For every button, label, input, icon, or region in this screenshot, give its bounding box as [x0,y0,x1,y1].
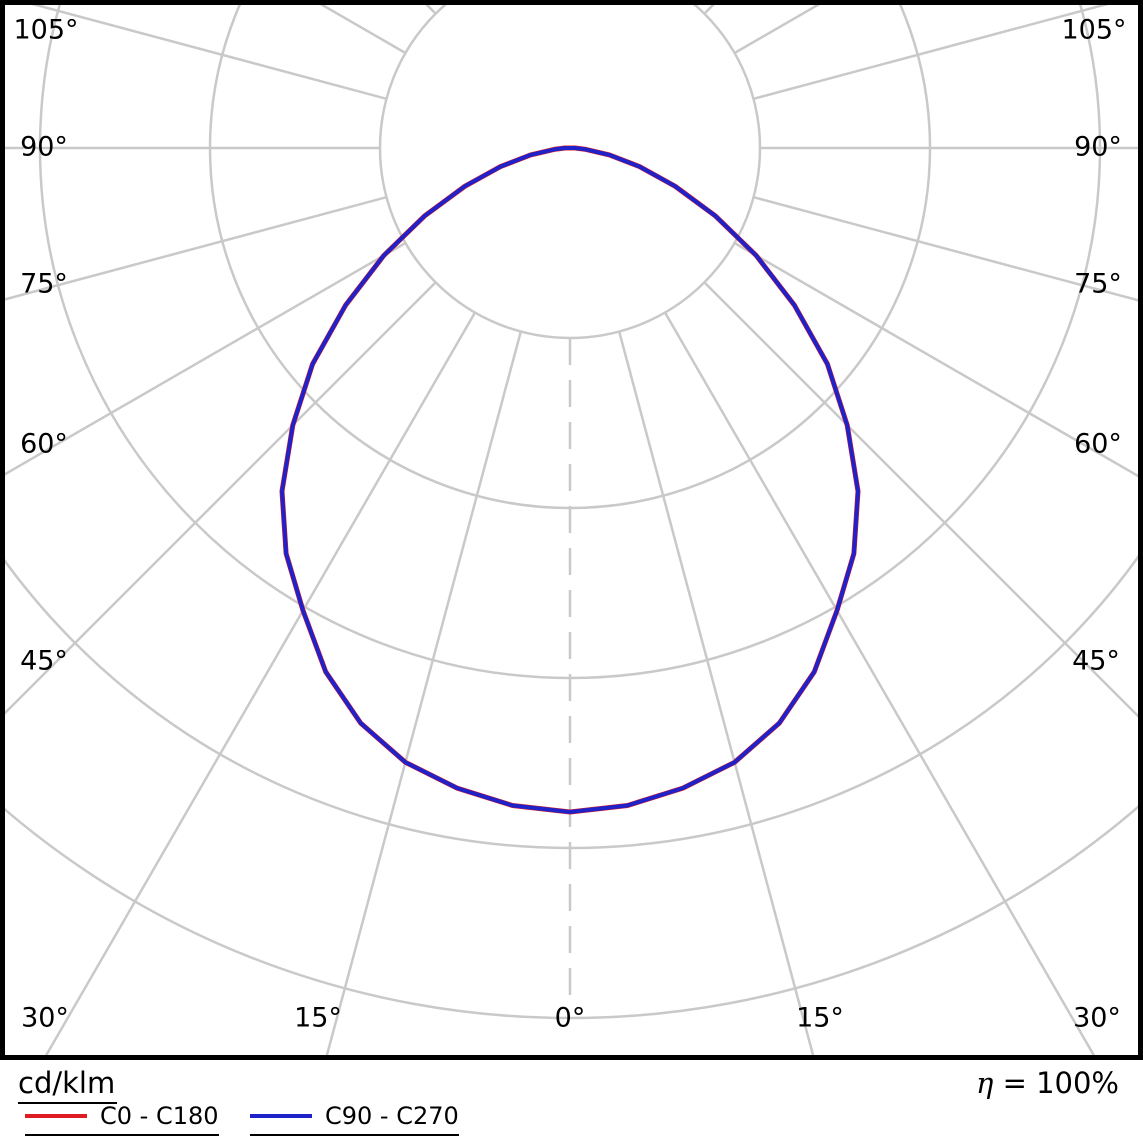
grid-ring [0,547,1143,850]
grid-spoke [733,241,1143,481]
legend-line-blue-icon [250,1114,312,1118]
grid-spoke [324,331,523,1060]
grid-spoke [0,195,387,303]
grid-spoke [753,195,1143,303]
grid-ring [0,800,1143,1019]
legend-item-c0-c180: C0 - C180 [25,1104,219,1136]
footer: cd/klm η = 100% C0 - C180 C90 - C270 [0,1060,1143,1143]
angle-label: 45° [20,645,68,677]
grid-spoke [0,241,407,479]
grid-spoke [42,311,477,1060]
eta-symbol: η [975,1066,994,1100]
angle-label: 90° [1074,131,1122,163]
grid-spoke [12,0,387,101]
angle-label: 90° [20,131,68,163]
legend-label-c0-c180: C0 - C180 [100,1102,219,1130]
grid-spoke [617,331,816,1060]
angle-label: 105° [1061,14,1127,46]
angle-label: 30° [21,1002,69,1034]
legend-item-c90-c270: C90 - C270 [250,1104,459,1136]
legend-line-red-icon [25,1114,87,1118]
angle-label: 15° [294,1002,342,1034]
angle-label: 45° [1072,645,1120,677]
angle-label: 105° [13,14,79,46]
eta-value: = 100% [1002,1066,1119,1100]
angle-label: 75° [20,268,68,300]
grid-spoke [753,0,1128,101]
unit-label: cd/klm [18,1066,118,1104]
angle-label: 30° [1073,1002,1121,1034]
grid-spoke [703,281,1143,723]
angle-label: 60° [1074,428,1122,460]
grid-spoke [663,311,1098,1060]
efficiency-readout: η = 100% [976,1066,1119,1100]
grid-spoke [0,281,437,720]
curve-c90-c270 [280,146,860,814]
angle-label: 60° [20,428,68,460]
angle-label: 75° [1074,268,1122,300]
legend-label-c90-c270: C90 - C270 [325,1102,459,1130]
polar-chart-canvas [0,0,1143,1060]
angle-label: 0° [554,1002,586,1034]
grid-ring [378,0,762,340]
angle-label: 15° [796,1002,844,1034]
